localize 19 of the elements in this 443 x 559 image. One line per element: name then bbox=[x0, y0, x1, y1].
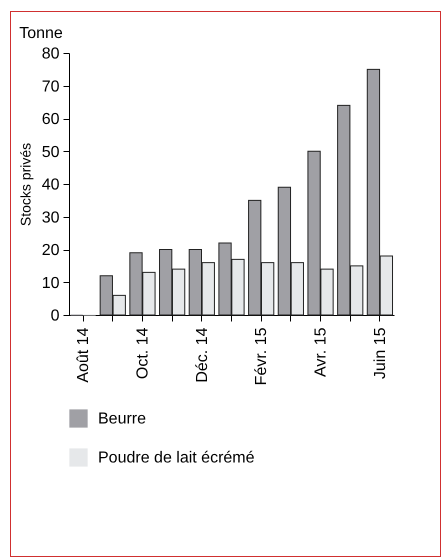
y-tick-label: 60 bbox=[42, 111, 60, 128]
y-tick-label: 70 bbox=[42, 78, 60, 96]
y-tick-label: 30 bbox=[42, 209, 60, 226]
x-tick-label: Févr. 15 bbox=[253, 327, 270, 386]
y-tick-label: 80 bbox=[42, 46, 60, 62]
legend-label: Beurre bbox=[98, 410, 146, 428]
x-tick-label: Avr. 15 bbox=[312, 327, 330, 378]
x-tick-label: Juin 15 bbox=[372, 327, 389, 380]
y-tick-label: 10 bbox=[42, 274, 60, 292]
x-tick-label: Oct. 14 bbox=[134, 327, 152, 380]
legend-label: Poudre de lait écrémé bbox=[98, 450, 255, 466]
y-tick-label: 40 bbox=[42, 176, 60, 194]
x-tick-label: Déc. 14 bbox=[194, 327, 211, 383]
x-tick-label: Août 14 bbox=[75, 327, 92, 383]
y-tick-label: 50 bbox=[42, 144, 60, 161]
text: Tonne bbox=[19, 25, 63, 42]
y-tick-label: 0 bbox=[50, 308, 60, 324]
y-tick-label: 20 bbox=[42, 242, 60, 259]
y-axis-title: Stocks privés bbox=[18, 142, 34, 226]
